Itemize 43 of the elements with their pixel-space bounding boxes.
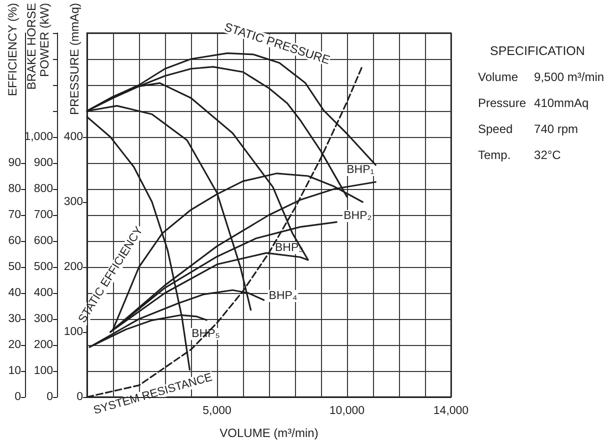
text: Volume [478,70,520,86]
y2-tick-label: 700 [34,209,53,221]
text: Pressure [478,96,528,112]
y3-tick-label: 10 [8,365,21,377]
y3-tick-label: 70 [8,209,21,221]
y3-tick-label: 30 [8,313,21,325]
y3-axis-title: EFFICIENCY (%) [6,3,20,96]
y2-tick-label: 200 [34,339,53,351]
series-label: BHP₂ [344,210,372,222]
y2-tick-label: 900 [34,157,53,169]
y2-tick-label: 100 [34,365,53,377]
text: Temp. [478,148,512,164]
y2-axis-title: BRAKE HORSE POWER (kW) [24,3,52,90]
y2-tick-label: 800 [34,183,53,195]
y2-tick-label: 0 [46,391,53,403]
y-tick-label: 0 [76,391,83,403]
y-axis-title: PRESSURE (mmAq) [68,3,82,116]
text: 410mmAq [534,96,590,112]
text: 740 rpm [534,122,580,138]
y2-tick-label: 400 [34,287,53,299]
y3-tick-label: 50 [8,261,21,273]
y-tick-label: 100 [64,326,83,338]
y3-tick-label: 40 [8,287,21,299]
y2-tick-label: 500 [34,261,53,273]
y3-tick-label: 20 [8,339,21,351]
y-tick-label: 300 [64,196,83,208]
y3-tick-label: 80 [8,183,21,195]
text: 32°C [534,148,562,164]
x-axis-title: VOLUME (m³/min) [220,426,318,440]
y2-tick-label: 300 [34,313,53,325]
y2-tick-label: 1,000 [24,131,53,143]
text: SPECIFICATION [490,44,586,58]
y3-tick-label: 90 [8,157,21,169]
y-tick-label: 400 [64,131,83,143]
x-tick-label: 14,000 [433,405,469,417]
y3-tick-label: 0 [14,391,21,403]
x-tick-label: 10,000 [329,405,365,417]
series-label: BHP₄ [268,290,298,302]
text: Speed [478,122,514,138]
series-label: BHP₁ [346,164,374,176]
y2-tick-label: 600 [34,235,53,247]
text: 9,500 m³/min [534,70,606,86]
y3-tick-label: 60 [8,235,21,247]
